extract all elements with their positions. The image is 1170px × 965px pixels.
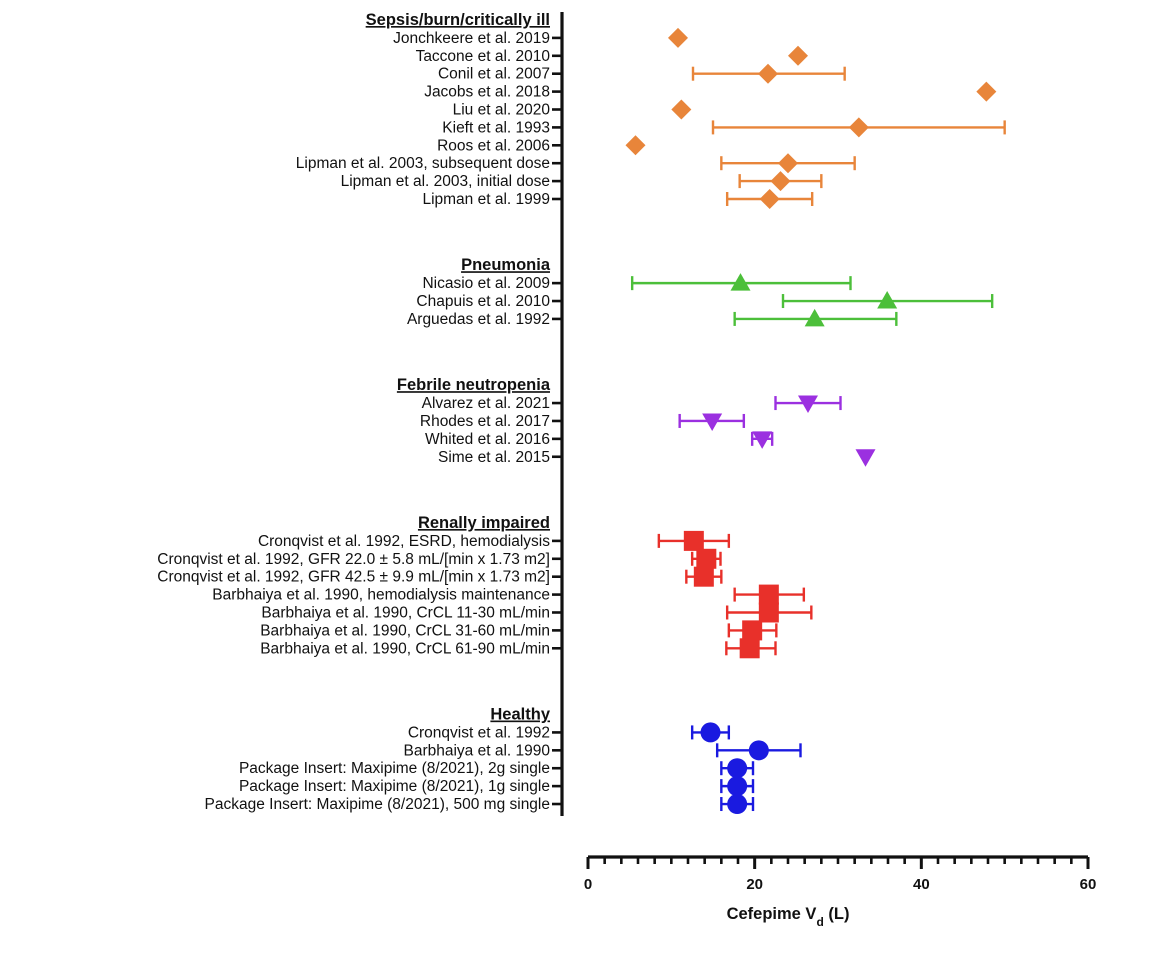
data-point <box>625 135 646 156</box>
row-label: Whited et al. 2016 <box>425 431 550 448</box>
row-label: Cronqvist et al. 1992, GFR 22.0 ± 5.8 mL… <box>157 551 550 568</box>
x-tick-label: 0 <box>584 876 592 893</box>
data-point <box>770 171 791 192</box>
row-label: Liu et al. 2020 <box>453 102 551 119</box>
data-point <box>727 758 748 779</box>
row-label: Package Insert: Maxipime (8/2021), 1g si… <box>239 778 550 795</box>
row-label: Barbhaiya et al. 1990, CrCL 61-90 mL/min <box>260 640 550 657</box>
row-label: Rhodes et al. 2017 <box>420 413 550 430</box>
row-label: Roos et al. 2006 <box>437 137 550 154</box>
data-point <box>877 291 898 309</box>
data-point <box>702 413 723 431</box>
data-point <box>855 449 876 467</box>
group-header: Pneumonia <box>461 256 551 274</box>
data-point <box>778 153 798 174</box>
row-label: Kieft et al. 1993 <box>442 119 550 136</box>
x-axis-title: Cefepime Vd (L) <box>727 905 850 929</box>
y-axis <box>552 12 564 817</box>
data-point <box>752 431 773 449</box>
row-label: Sime et al. 2015 <box>438 449 550 466</box>
data-point <box>742 620 763 641</box>
row-label: Barbhaiya et al. 1990, CrCL 31-60 mL/min <box>260 622 550 639</box>
row-label: Jonchkeere et al. 2019 <box>393 30 550 47</box>
group-header: Renally impaired <box>418 514 550 532</box>
data-point <box>758 63 778 84</box>
data-point <box>727 794 748 815</box>
row-label: Barbhaiya et al. 1990, CrCL 11-30 mL/min <box>261 604 550 621</box>
data-point <box>748 740 769 761</box>
data-point <box>700 722 721 743</box>
row-label: Cronqvist et al. 1992 <box>408 724 550 741</box>
row-label: Lipman et al. 2003, subsequent dose <box>296 155 550 172</box>
data-point <box>798 395 818 414</box>
row-label: Lipman et al. 1999 <box>422 191 550 208</box>
row-label: Jacobs et al. 2018 <box>424 84 550 101</box>
data-point <box>739 638 760 659</box>
x-tick-label: 20 <box>746 876 763 893</box>
x-tick-label: 40 <box>913 876 930 893</box>
group-header: Febrile neutropenia <box>397 376 551 394</box>
data-point <box>683 530 704 551</box>
row-label: Alvarez et al. 2021 <box>422 395 550 412</box>
x-tick-label: 60 <box>1080 876 1097 893</box>
data-point <box>727 776 748 797</box>
row-label: Barbhaiya et al. 1990 <box>404 742 551 759</box>
data-point <box>788 45 808 66</box>
row-label: Arguedas et al. 1992 <box>407 311 550 328</box>
row-label: Package Insert: Maxipime (8/2021), 2g si… <box>239 760 550 777</box>
data-marks <box>625 27 1006 815</box>
row-label: Chapuis et al. 2010 <box>416 293 550 310</box>
data-point <box>730 273 751 291</box>
data-point <box>693 566 714 587</box>
data-point <box>696 548 717 569</box>
data-point <box>758 584 779 605</box>
data-point <box>848 117 869 138</box>
group-header: Sepsis/burn/critically ill <box>366 11 550 29</box>
x-axis: Cefepime Vd (L) 0 20 40 60 <box>584 855 1097 929</box>
row-label: Package Insert: Maxipime (8/2021), 500 m… <box>205 796 550 813</box>
data-point <box>976 81 997 102</box>
data-point <box>759 189 780 209</box>
data-point <box>668 27 688 48</box>
data-point <box>804 308 825 327</box>
data-point <box>671 99 692 120</box>
row-label: Conil et al. 2007 <box>438 66 550 83</box>
group-header: Healthy <box>490 706 550 724</box>
row-label: Nicasio et al. 2009 <box>422 275 550 292</box>
row-label: Barbhaiya et al. 1990, hemodialysis main… <box>212 587 550 604</box>
row-label: Cronqvist et al. 1992, GFR 42.5 ± 9.9 mL… <box>157 569 550 586</box>
row-label: Lipman et al. 2003, initial dose <box>341 173 550 190</box>
row-label: Cronqvist et al. 1992, ESRD, hemodialysi… <box>258 533 550 550</box>
data-point <box>758 602 779 623</box>
row-label: Taccone et al. 2010 <box>416 48 551 65</box>
